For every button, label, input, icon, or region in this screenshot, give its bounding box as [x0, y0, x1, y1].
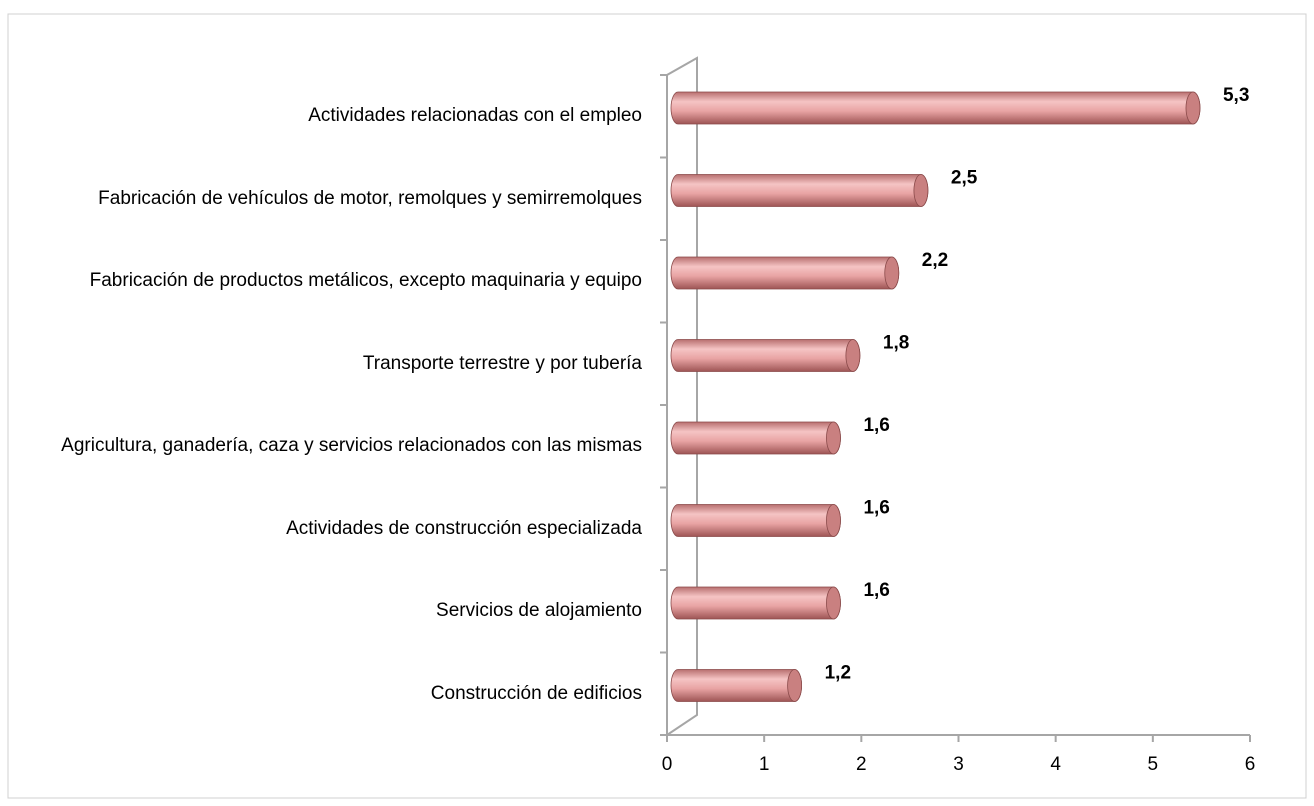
value-label: 1,8 [883, 333, 909, 354]
x-tick-label: 3 [953, 754, 964, 775]
y-tick-label: Actividades de construcción especializad… [286, 517, 642, 539]
value-label: 2,5 [951, 168, 978, 189]
chart-border [7, 13, 1307, 799]
y-tick-label: Construcción de edificios [430, 682, 642, 704]
bar-cap [1185, 91, 1201, 125]
y-tick-label: Fabricación de productos metálicos, exce… [89, 270, 642, 292]
bar-cap [787, 669, 802, 702]
y-tick-label: Servicios de alojamiento [436, 600, 642, 622]
x-tick-label: 4 [1050, 754, 1061, 775]
bar-cap [826, 586, 841, 620]
x-tick-label: 1 [759, 754, 770, 775]
bar [670, 256, 900, 290]
y-tick-label: Fabricación de vehículos de motor, remol… [98, 187, 642, 209]
x-tick-label: 2 [856, 754, 867, 775]
bar-cap [913, 174, 929, 207]
bar-cap [884, 256, 900, 290]
bar [670, 174, 929, 207]
value-label: 2,2 [922, 250, 948, 271]
value-label: 1,6 [863, 415, 889, 436]
bar [670, 339, 861, 372]
bar [670, 669, 802, 702]
bar [670, 504, 841, 537]
y-tick-label: Transporte terrestre y por tubería [362, 352, 642, 374]
x-tick-label: 0 [662, 754, 673, 775]
back-wall [666, 56, 698, 736]
y-tick-label: Agricultura, ganadería, caza y servicios… [61, 435, 642, 457]
value-label: 1,6 [863, 580, 889, 601]
bar-cap [845, 339, 861, 372]
value-label: 1,6 [863, 498, 889, 519]
bar-cap [826, 504, 841, 537]
bar-cap [826, 421, 841, 455]
y-tick-label: Actividades relacionadas con el empleo [308, 105, 642, 127]
bar [670, 91, 1201, 125]
x-tick-label: 5 [1148, 754, 1159, 775]
bar [670, 421, 841, 455]
bar [670, 586, 841, 620]
value-label: 5,3 [1223, 85, 1249, 106]
x-tick-label: 6 [1245, 754, 1256, 775]
value-label: 1,2 [825, 663, 851, 684]
